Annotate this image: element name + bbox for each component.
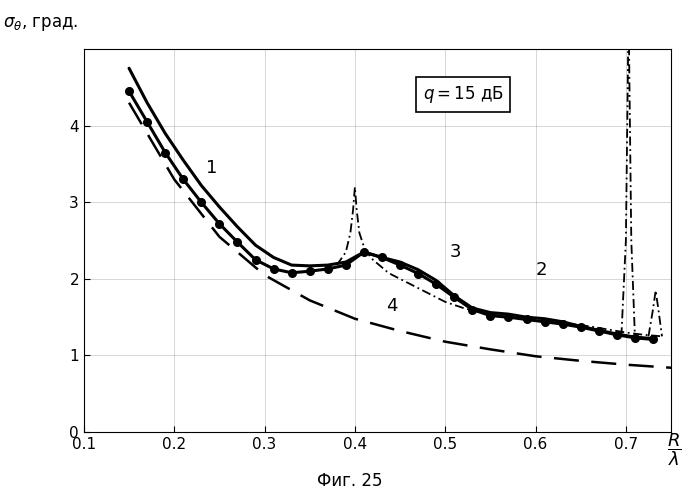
Text: 4: 4 bbox=[387, 297, 398, 315]
Text: $\sigma_{\theta}$, град.: $\sigma_{\theta}$, град. bbox=[3, 15, 79, 33]
Text: 2: 2 bbox=[535, 261, 547, 279]
Text: $q = 15$ дБ: $q = 15$ дБ bbox=[423, 84, 504, 105]
Text: 3: 3 bbox=[449, 244, 461, 261]
Text: $\dfrac{R}{\lambda}$: $\dfrac{R}{\lambda}$ bbox=[667, 431, 682, 467]
Text: 1: 1 bbox=[206, 159, 217, 177]
Text: Фиг. 25: Фиг. 25 bbox=[317, 472, 382, 490]
